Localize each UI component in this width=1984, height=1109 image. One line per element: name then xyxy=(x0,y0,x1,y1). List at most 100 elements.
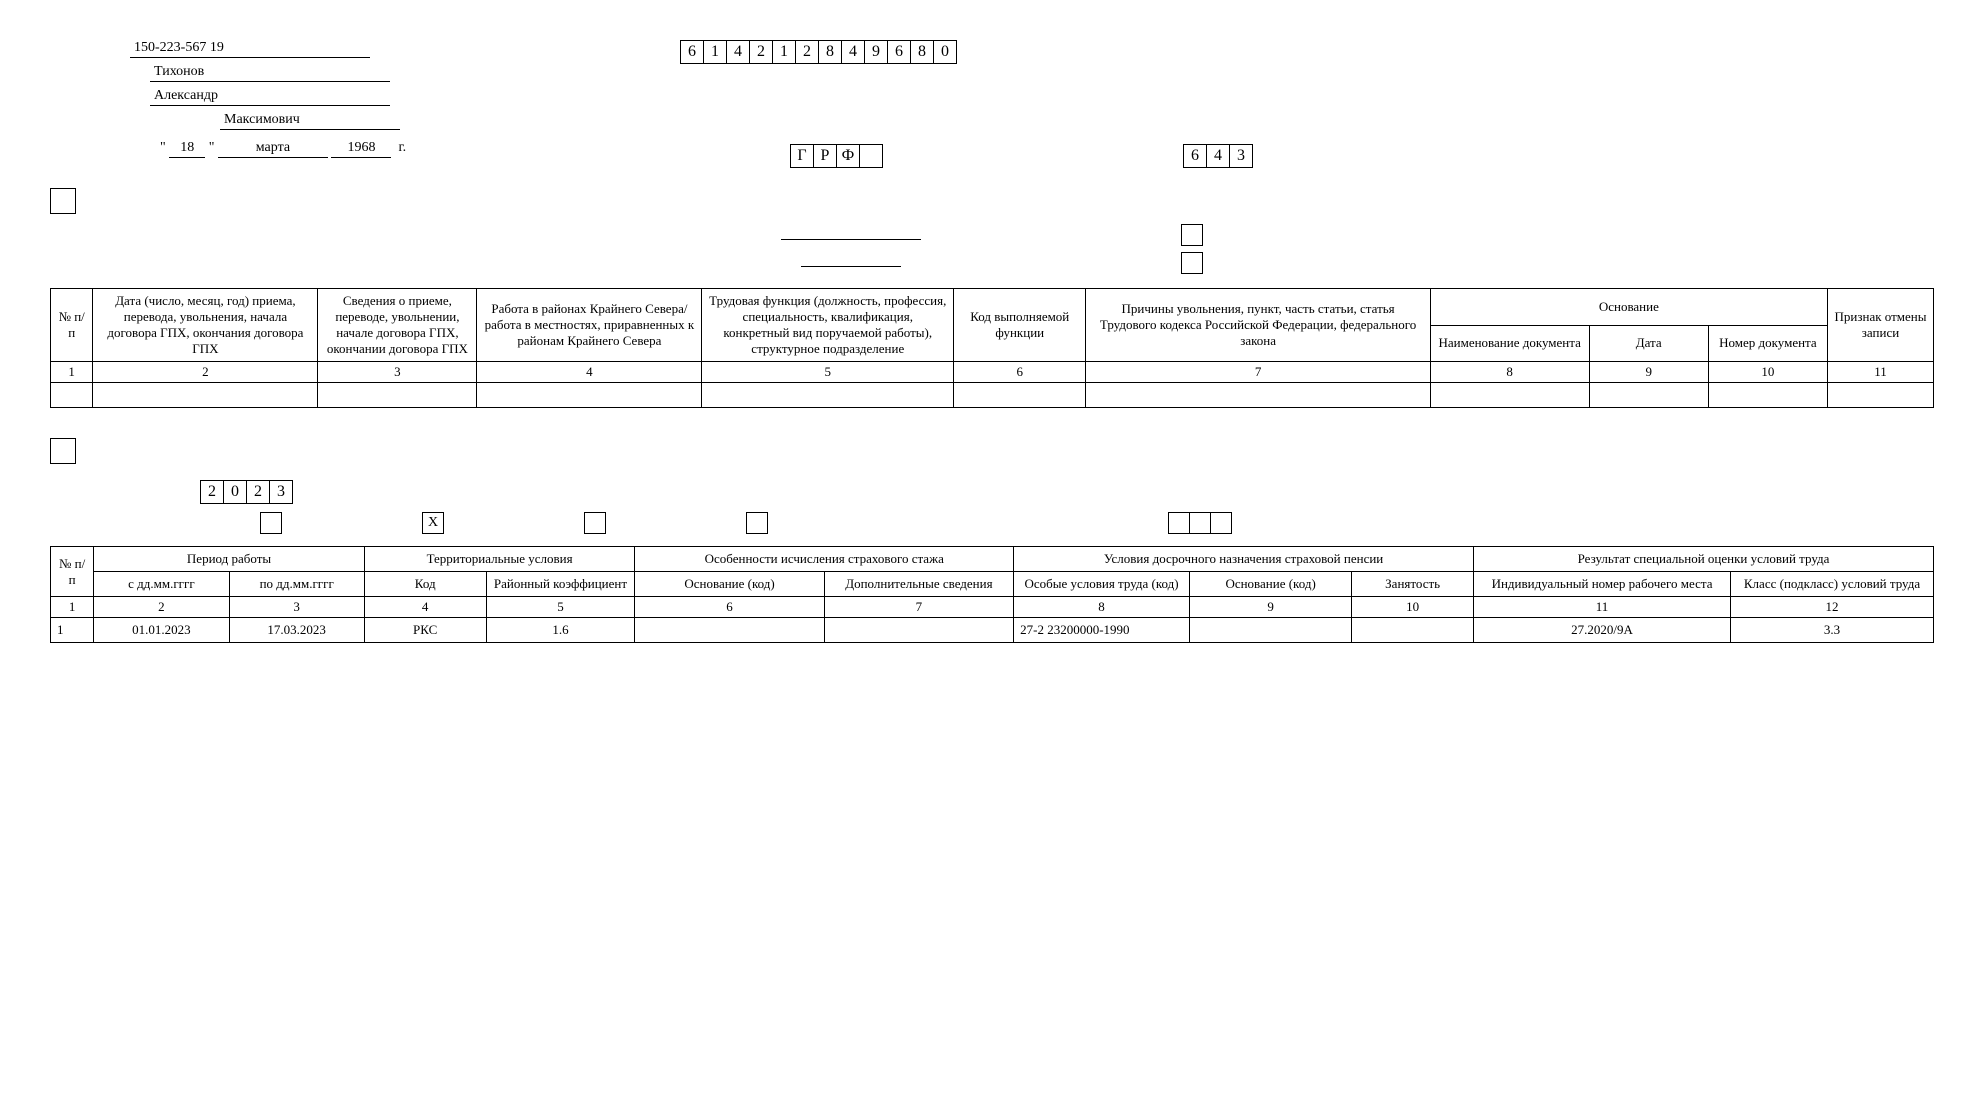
reg-cell: 2 xyxy=(795,40,819,64)
t2-r-n: 1 xyxy=(51,618,94,643)
blank-line-2 xyxy=(801,251,901,267)
t1-n9: 9 xyxy=(1589,362,1708,383)
t2-r-to: 17.03.2023 xyxy=(229,618,364,643)
t2-n12: 12 xyxy=(1731,597,1934,618)
t1-h2: Дата (число, месяц, год) приема, перевод… xyxy=(93,289,318,362)
t1-n6: 6 xyxy=(954,362,1086,383)
dob-day: 18 xyxy=(169,140,205,158)
t1-h6: Код выполняемой функции xyxy=(954,289,1086,362)
t2-h7: Дополнительные сведения xyxy=(824,572,1013,597)
t1-h8: Наименование документа xyxy=(1430,325,1589,362)
t1-h10: Номер документа xyxy=(1708,325,1827,362)
dob-year: 1968 xyxy=(331,140,391,158)
reg-cell: 6 xyxy=(680,40,704,64)
t1-n5: 5 xyxy=(702,362,954,383)
checkbox-2[interactable] xyxy=(1181,224,1203,246)
t2-n2: 2 xyxy=(94,597,229,618)
checkbox-8a[interactable] xyxy=(1168,512,1190,534)
t1-h-npp: № п/ п xyxy=(51,289,93,362)
t2-n4: 4 xyxy=(364,597,486,618)
t2-n1: 1 xyxy=(51,597,94,618)
t1-n7: 7 xyxy=(1086,362,1430,383)
t2-n8: 8 xyxy=(1014,597,1190,618)
t2-h4: Код xyxy=(364,572,486,597)
reg-cell: 1 xyxy=(772,40,796,64)
reg-cell: 1 xyxy=(703,40,727,64)
t2-r-c8: 27-2 23200000-1990 xyxy=(1014,618,1190,643)
checkbox-x[interactable]: X xyxy=(422,512,444,534)
t2-r-c11: 27.2020/9А xyxy=(1474,618,1731,643)
t1-n11: 11 xyxy=(1827,362,1933,383)
t2-g1: Период работы xyxy=(94,547,365,572)
t2-h2: с дд.мм.гггг xyxy=(94,572,229,597)
t2-r-c9 xyxy=(1189,618,1351,643)
t1-h-osn: Основание xyxy=(1430,289,1827,326)
status-cell xyxy=(859,144,883,168)
t2-h6: Основание (код) xyxy=(635,572,824,597)
year-cells: 2023 xyxy=(200,484,293,499)
reg-cell: 8 xyxy=(910,40,934,64)
citizenship-cells: 643 xyxy=(1183,144,1253,168)
t2-n10: 10 xyxy=(1352,597,1474,618)
t2-n9: 9 xyxy=(1189,597,1351,618)
status-cell: Р xyxy=(813,144,837,168)
t1-n1: 1 xyxy=(51,362,93,383)
checkbox-6[interactable] xyxy=(584,512,606,534)
t2-h5: Районный коэффициент xyxy=(486,572,635,597)
checkbox-7[interactable] xyxy=(746,512,768,534)
reg-cell: 4 xyxy=(841,40,865,64)
t2-r-code: РКС xyxy=(364,618,486,643)
t2-g2: Территориальные условия xyxy=(364,547,635,572)
t2-h9: Основание (код) xyxy=(1189,572,1351,597)
snils: 150-223-567 19 xyxy=(130,40,370,58)
t1-n3: 3 xyxy=(318,362,477,383)
t2-r-from: 01.01.2023 xyxy=(94,618,229,643)
year-cell: 2 xyxy=(200,480,224,504)
t1-h11: Признак отмены записи xyxy=(1827,289,1933,362)
year-cell: 0 xyxy=(223,480,247,504)
cit-cell: 6 xyxy=(1183,144,1207,168)
dob-suffix: г. xyxy=(398,140,406,155)
t2-r-c6 xyxy=(635,618,824,643)
t1-h4: Работа в районах Крайнего Севера/работа … xyxy=(477,289,702,362)
t1-h7: Причины увольнения, пункт, часть статьи,… xyxy=(1086,289,1430,362)
status-cell: Г xyxy=(790,144,814,168)
t2-r-c10 xyxy=(1352,618,1474,643)
t2-n7: 7 xyxy=(824,597,1013,618)
status-cell: Ф xyxy=(836,144,860,168)
cit-cell: 3 xyxy=(1229,144,1253,168)
first-name: Александр xyxy=(150,88,390,106)
reg-cell: 8 xyxy=(818,40,842,64)
t2-n5: 5 xyxy=(486,597,635,618)
checkbox-8c[interactable] xyxy=(1210,512,1232,534)
t2-h10: Занятость xyxy=(1352,572,1474,597)
reg-cell: 4 xyxy=(726,40,750,64)
t1-n4: 4 xyxy=(477,362,702,383)
cit-cell: 4 xyxy=(1206,144,1230,168)
reg-number: 614212849680 xyxy=(680,40,1934,64)
year-cell: 3 xyxy=(269,480,293,504)
checkbox-1[interactable] xyxy=(50,188,76,214)
t1-n2: 2 xyxy=(93,362,318,383)
checkbox-4[interactable] xyxy=(50,438,76,464)
t2-h8: Особые условия труда (код) xyxy=(1014,572,1190,597)
t2-n6: 6 xyxy=(635,597,824,618)
dob-line: " 18 " марта 1968 г. xyxy=(160,140,650,158)
checkbox-5[interactable] xyxy=(260,512,282,534)
t2-h-npp: № п/ п xyxy=(51,547,94,597)
t2-r-coef: 1.6 xyxy=(486,618,635,643)
t2-g3: Особенности исчисления страхового стажа xyxy=(635,547,1014,572)
checkbox-3[interactable] xyxy=(1181,252,1203,274)
blank-line-1 xyxy=(781,224,921,240)
dob-month: марта xyxy=(218,140,328,158)
t2-r-c7 xyxy=(824,618,1013,643)
t2-n11: 11 xyxy=(1474,597,1731,618)
person-block: 150-223-567 19 Тихонов Александр Максимо… xyxy=(130,40,650,130)
t1-n10: 10 xyxy=(1708,362,1827,383)
year-cell: 2 xyxy=(246,480,270,504)
t1-h5: Трудовая функция (должность, профессия, … xyxy=(702,289,954,362)
reg-cell: 0 xyxy=(933,40,957,64)
checkbox-8b[interactable] xyxy=(1189,512,1211,534)
table-2: № п/ п Период работы Территориальные усл… xyxy=(50,546,1934,643)
t2-h12: Класс (подкласс) условий труда xyxy=(1731,572,1934,597)
